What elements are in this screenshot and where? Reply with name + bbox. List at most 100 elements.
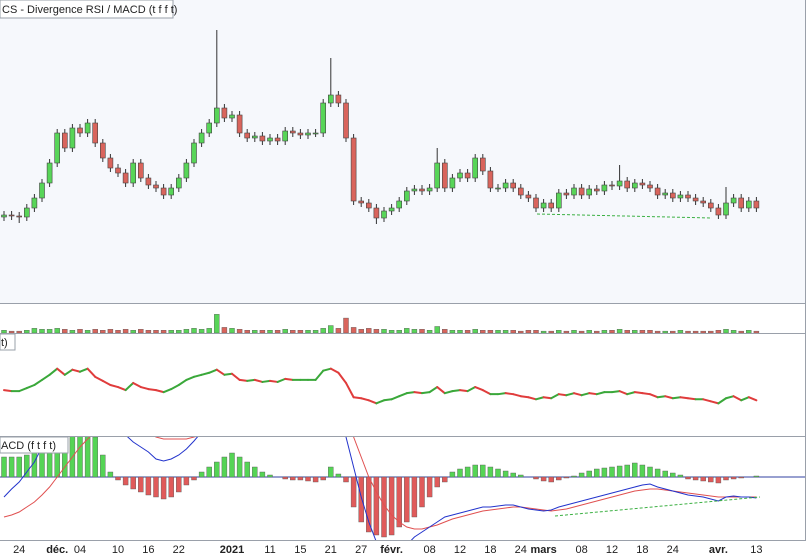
candle-body [229,114,235,119]
rsi-segment [573,392,583,397]
rsi-segment [223,372,233,376]
histogram-bar [434,476,440,488]
candle-body [312,132,319,135]
candle-body [206,122,212,134]
histogram-bar [685,476,691,480]
volume-bar [214,314,220,333]
x-tick-label: 11 [264,544,275,556]
candle-body [191,142,197,164]
volume-bar [715,330,722,333]
volume-bar [77,329,83,333]
x-tick-label: 22 [173,544,185,556]
candle-body [639,182,646,186]
candle-body [472,157,479,179]
candle-body [267,137,273,142]
rsi-segment [215,368,226,376]
rsi-segment [740,396,750,402]
candle-body [647,184,653,189]
candle-body [434,162,441,189]
candle-body [31,197,38,209]
divergence-line [554,496,761,517]
volume-bar [130,330,136,333]
x-axis: 24 déc. 04 10 16 22 2021 11 15 21 27 févr. 08 12 18 24 m… [13,544,762,556]
histogram-bar [236,456,243,478]
volume-bar [206,328,212,333]
x-tick-label: 08 [575,544,587,556]
volume-bar [677,330,684,333]
candle-body [46,162,53,184]
histogram-bar [62,437,68,478]
volume-bar [328,325,334,333]
histogram-bar [616,465,623,478]
rsi-segment [687,397,697,401]
volume-bar [411,329,418,333]
histogram-bar [654,468,661,478]
volume-bar [578,330,585,333]
histogram-bar [708,476,714,483]
rsi-segment [200,371,211,376]
volume-bar [434,326,440,333]
candle-body [69,127,76,149]
histogram-bar [328,466,334,478]
histogram-bar [624,464,630,478]
volume-bar [586,330,592,333]
histogram-bar [738,476,744,479]
candle-body [502,182,509,189]
volume-bar [525,330,532,333]
volume-bar [563,330,570,333]
volume-bar [297,330,304,333]
x-tick-label: 08 [423,544,435,556]
rsi-segment [367,399,378,405]
volume-bar [358,329,364,333]
rsi-segment [565,392,575,397]
rsi-segment [671,396,682,400]
candle-body [388,207,395,212]
rsi-segment [626,391,636,396]
rsi-segment [405,391,416,395]
histogram-bar [77,437,83,478]
volume-bar [84,330,91,333]
histogram-bar [168,476,174,498]
rsi-segment [25,384,36,390]
rsi-segment [664,395,674,400]
volume-bar [62,329,68,333]
rsi-segment [139,386,150,391]
candle-body [533,197,539,209]
histogram-bar [571,475,577,478]
histogram-bar [647,466,653,478]
rsi-segment [436,386,446,395]
rsi-segment [322,367,332,372]
candle-body [548,202,555,209]
candle-body [601,184,608,192]
histogram-bar [312,476,319,483]
volume-bar [487,330,494,333]
histogram-bar [183,476,190,486]
rsi-segment [633,391,644,395]
volume-bar [145,330,152,333]
rsi-segment [428,386,439,394]
volume-bar [533,330,539,333]
volume-bar [419,329,425,333]
rsi-segment [231,372,241,381]
volume-bar [183,329,190,333]
histogram-bar [92,437,98,478]
histogram-bar [442,476,448,483]
volume-bar [723,329,729,333]
volume-bar [700,330,706,333]
volume-bar [8,330,15,333]
candle-body [715,207,722,216]
candle-body [730,197,737,204]
candle-body [350,137,357,202]
rsi-segment [71,368,81,373]
rsi-label-box [0,333,16,351]
volume-bar [632,330,638,333]
candle-body [107,157,114,169]
volume-bar [730,330,737,333]
volume-bar [601,330,608,333]
candle-body [616,180,623,187]
candle-body [358,200,365,204]
rsi-segment [481,389,492,396]
histogram-bar [495,468,501,478]
candle-body [61,132,68,149]
